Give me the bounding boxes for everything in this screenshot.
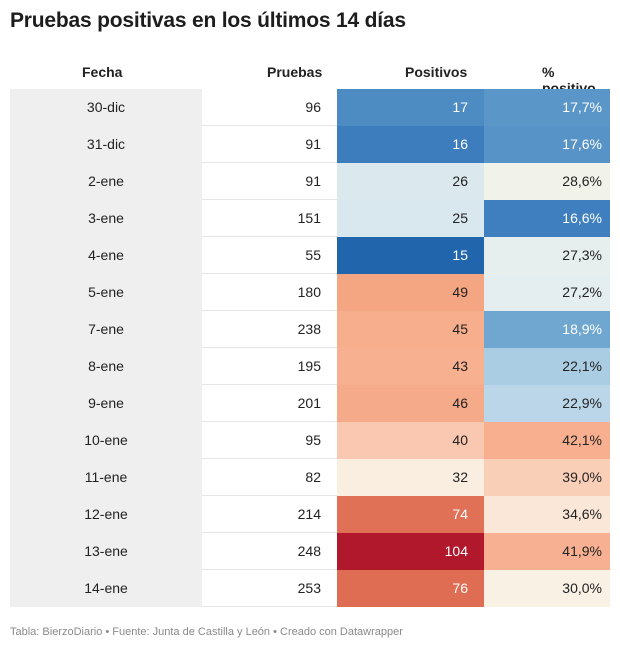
cell-positivos: 43 bbox=[337, 348, 484, 385]
cell-positivos: 45 bbox=[337, 311, 484, 348]
cell-pct-positivo: 22,1% bbox=[484, 348, 610, 385]
cell-pct-positivo: 34,6% bbox=[484, 496, 610, 533]
table-row: 30-dic 96 17 17,7% bbox=[10, 89, 610, 126]
table-header: Fecha Pruebas Positivos % positivo bbox=[10, 56, 610, 96]
cell-positivos: 74 bbox=[337, 496, 484, 533]
cell-pct-positivo: 22,9% bbox=[484, 385, 610, 422]
cell-fecha: 5-ene bbox=[10, 274, 202, 311]
cell-pruebas: 95 bbox=[305, 432, 321, 448]
cell-fecha: 2-ene bbox=[10, 163, 202, 200]
cell-pct-positivo: 30,0% bbox=[484, 570, 610, 607]
table-row: 10-ene 95 40 42,1% bbox=[10, 422, 610, 459]
cell-pruebas: 248 bbox=[297, 543, 321, 559]
cell-pct-positivo: 42,1% bbox=[484, 422, 610, 459]
cell-positivos: 25 bbox=[337, 200, 484, 237]
data-table: Fecha Pruebas Positivos % positivo 30-di… bbox=[10, 56, 610, 607]
cell-pruebas: 96 bbox=[305, 99, 321, 115]
cell-positivos: 49 bbox=[337, 274, 484, 311]
cell-pruebas: 214 bbox=[297, 506, 321, 522]
cell-pruebas: 151 bbox=[297, 210, 321, 226]
cell-positivos: 32 bbox=[337, 459, 484, 496]
cell-pruebas: 91 bbox=[305, 173, 321, 189]
table-row: 9-ene 201 46 22,9% bbox=[10, 385, 610, 422]
table-row: 12-ene 214 74 34,6% bbox=[10, 496, 610, 533]
cell-fecha: 3-ene bbox=[10, 200, 202, 237]
cell-pct-positivo: 17,7% bbox=[484, 89, 610, 126]
cell-pct-positivo: 28,6% bbox=[484, 163, 610, 200]
table-row: 14-ene 253 76 30,0% bbox=[10, 570, 610, 607]
cell-positivos: 40 bbox=[337, 422, 484, 459]
cell-fecha: 9-ene bbox=[10, 385, 202, 422]
cell-pruebas: 55 bbox=[305, 247, 321, 263]
cell-fecha: 14-ene bbox=[10, 570, 202, 607]
cell-pruebas: 82 bbox=[305, 469, 321, 485]
table-row: 3-ene 151 25 16,6% bbox=[10, 200, 610, 237]
table-row: 31-dic 91 16 17,6% bbox=[10, 126, 610, 163]
cell-pct-positivo: 39,0% bbox=[484, 459, 610, 496]
cell-positivos: 46 bbox=[337, 385, 484, 422]
cell-pct-positivo: 18,9% bbox=[484, 311, 610, 348]
cell-pruebas: 253 bbox=[297, 580, 321, 596]
table-row: 11-ene 82 32 39,0% bbox=[10, 459, 610, 496]
table-row: 4-ene 55 15 27,3% bbox=[10, 237, 610, 274]
cell-pct-positivo: 17,6% bbox=[484, 126, 610, 163]
table-row: 7-ene 238 45 18,9% bbox=[10, 311, 610, 348]
cell-pct-positivo: 27,2% bbox=[484, 274, 610, 311]
cell-fecha: 12-ene bbox=[10, 496, 202, 533]
cell-positivos: 104 bbox=[337, 533, 484, 570]
table-row: 13-ene 248 104 41,9% bbox=[10, 533, 610, 570]
cell-fecha: 11-ene bbox=[10, 459, 202, 496]
cell-pruebas: 195 bbox=[297, 358, 321, 374]
cell-fecha: 30-dic bbox=[10, 89, 202, 126]
cell-positivos: 17 bbox=[337, 89, 484, 126]
cell-fecha: 31-dic bbox=[10, 126, 202, 163]
cell-pct-positivo: 16,6% bbox=[484, 200, 610, 237]
cell-pruebas: 201 bbox=[297, 395, 321, 411]
chart-title: Pruebas positivas en los últimos 14 días bbox=[10, 9, 406, 32]
cell-fecha: 7-ene bbox=[10, 311, 202, 348]
cell-pct-positivo: 27,3% bbox=[484, 237, 610, 274]
cell-pct-positivo: 41,9% bbox=[484, 533, 610, 570]
cell-fecha: 4-ene bbox=[10, 237, 202, 274]
cell-pruebas: 91 bbox=[305, 136, 321, 152]
cell-pruebas: 180 bbox=[297, 284, 321, 300]
cell-fecha: 8-ene bbox=[10, 348, 202, 385]
cell-fecha: 10-ene bbox=[10, 422, 202, 459]
header-positivos: Positivos bbox=[405, 64, 468, 80]
cell-pruebas: 238 bbox=[297, 321, 321, 337]
cell-positivos: 16 bbox=[337, 126, 484, 163]
cell-positivos: 26 bbox=[337, 163, 484, 200]
table-row: 2-ene 91 26 28,6% bbox=[10, 163, 610, 200]
table-row: 5-ene 180 49 27,2% bbox=[10, 274, 610, 311]
source-footer: Tabla: BierzoDiario • Fuente: Junta de C… bbox=[10, 626, 403, 638]
cell-fecha: 13-ene bbox=[10, 533, 202, 570]
cell-positivos: 76 bbox=[337, 570, 484, 607]
table-body: 30-dic 96 17 17,7% 31-dic 91 16 17,6% 2-ene 91 26 2… bbox=[10, 89, 610, 607]
table-row: 8-ene 195 43 22,1% bbox=[10, 348, 610, 385]
cell-positivos: 15 bbox=[337, 237, 484, 274]
header-fecha: Fecha bbox=[82, 64, 123, 80]
header-pruebas: Pruebas bbox=[267, 64, 323, 80]
